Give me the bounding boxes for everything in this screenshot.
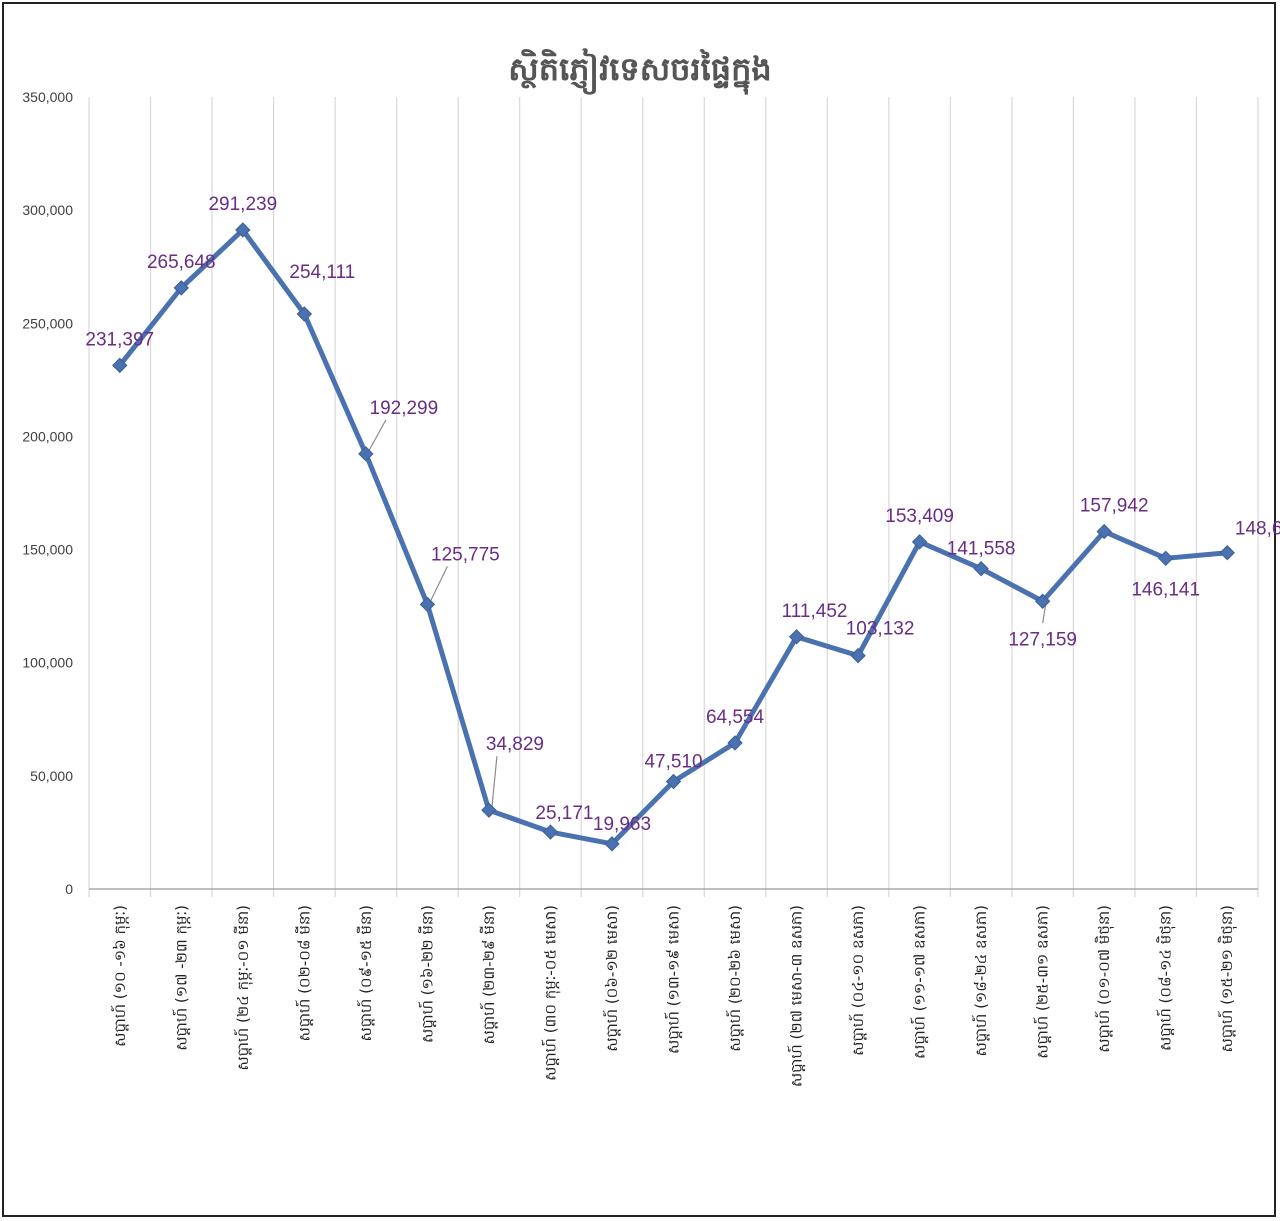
y-tick-label: 250,000 — [22, 315, 73, 331]
data-point — [419, 596, 436, 613]
x-tick-label: សប្ដាហ៍ (២៧ មេសា-៣ ឧសភា) — [787, 905, 806, 1087]
x-tick-label: សប្ដាហ៍ (២៤ កុម្ភៈ-០១ មីនា) — [233, 905, 253, 1071]
data-label: 192,299 — [370, 398, 439, 419]
data-label: 64,554 — [706, 707, 765, 728]
data-point — [112, 357, 128, 374]
x-tick-label: សប្ដាហ៍ (១៥-២១ មិថុនា) — [1217, 905, 1237, 1053]
data-label: 157,942 — [1080, 496, 1149, 517]
data-point — [973, 560, 989, 577]
x-tick-label: សប្ដាហ៍ (២៥-៣១ ឧសភា) — [1033, 905, 1052, 1059]
y-tick-label: 200,000 — [22, 428, 73, 444]
chart-title: ស្ថិតិភ្ញៀវទេសចរផ្ទៃក្នុង — [508, 48, 771, 95]
x-axis-ticks: សប្ដាហ៍ (១០ -១៦ កុម្ភៈ) សប្ដាហ៍ (១៧ -២៣ ក… — [110, 905, 1237, 1087]
data-point — [173, 280, 189, 296]
x-tick-label: សប្ដាហ៍ (០១-០៧ មិថុនា) — [1094, 905, 1114, 1053]
data-label: 127,159 — [1008, 629, 1077, 650]
data-label: 254,111 — [289, 262, 355, 283]
data-label: 265,648 — [147, 252, 216, 273]
data-label: 47,510 — [644, 751, 702, 772]
data-label: 125,775 — [431, 544, 500, 565]
data-point — [850, 647, 866, 664]
data-point — [1219, 545, 1235, 561]
data-label: 291,239 — [208, 194, 277, 215]
x-tick-label: សប្ដាហ៍ (០២-០៨ មីនា) — [294, 905, 313, 1042]
data-label: 111,452 — [782, 601, 848, 622]
data-point — [235, 222, 251, 238]
data-point — [296, 306, 313, 322]
y-tick-label: 300,000 — [22, 202, 73, 218]
data-point — [481, 802, 497, 818]
x-tick-label: សប្ដាហ៍ (១៣-១៩ មេសា) — [664, 905, 683, 1054]
label-leader-line — [429, 566, 448, 602]
data-label: 146,141 — [1131, 579, 1200, 600]
data-point — [1158, 550, 1174, 567]
data-point — [1034, 593, 1051, 609]
x-tick-label: សប្ដាហ៍ (២០-២៦ មេសា) — [725, 905, 744, 1052]
data-label-leaders — [368, 419, 1047, 808]
x-tick-label: សប្ដាហ៍ (៣០ កុម្ភៈ-០៥ មេសា) — [540, 905, 560, 1081]
y-axis-ticks: 0 50,000 100,000 150,000 200,000 250,000 300,0… — [22, 89, 73, 897]
label-leader-line — [491, 756, 498, 808]
data-label: 103,132 — [846, 619, 915, 640]
x-tick-label: សប្ដាហ៍ (០៩-១៥ មីនា) — [356, 905, 375, 1042]
label-leader-line — [368, 419, 387, 452]
y-tick-label: 350,000 — [22, 89, 73, 105]
x-tick-label: សប្ដាហ៍ (១៧ -២៣ កុម្ភៈ) — [171, 905, 191, 1051]
data-point — [665, 773, 682, 790]
data-label: 19,963 — [593, 814, 651, 835]
label-leader-line — [1042, 604, 1047, 624]
x-tick-label: សប្ដាហ៍ (០៤-១០ ឧសភា) — [848, 905, 867, 1056]
y-tick-label: 50,000 — [30, 768, 73, 784]
x-tick-label: សប្ដាហ៍ (១០ -១៦ កុម្ភៈ) — [110, 905, 130, 1047]
data-label: 231,397 — [85, 329, 154, 350]
x-tick-label: សប្ដាហ៍ (១៦-២២ មីនា) — [417, 905, 436, 1043]
data-label: 141,558 — [947, 539, 1016, 560]
x-tick-label: សប្ដាហ៍ (២៣-២៩ មីនា) — [479, 905, 498, 1044]
y-tick-label: 150,000 — [22, 542, 73, 558]
vertical-gridlines — [88, 97, 1259, 897]
data-point — [542, 824, 559, 840]
data-label: 25,171 — [535, 803, 593, 824]
data-point — [727, 735, 743, 751]
series-markers — [112, 222, 1235, 852]
data-point — [911, 534, 928, 550]
x-tick-label: សប្ដាហ៍ (០៨-១៤ មិថុនា) — [1156, 905, 1176, 1051]
data-label: 34,829 — [486, 734, 544, 755]
data-point — [1096, 523, 1112, 540]
x-tick-label: សប្ដាហ៍ (១៨-២៤ ឧសភា) — [971, 905, 990, 1057]
data-label: 148,609 — [1235, 519, 1280, 540]
data-labels: 231,397 265,648 291,239 254,111 192,299 125,7… — [85, 194, 1280, 835]
data-point — [358, 446, 374, 462]
data-point — [604, 836, 620, 852]
y-tick-label: 0 — [65, 881, 73, 897]
y-tick-label: 100,000 — [22, 655, 73, 671]
data-point — [788, 629, 805, 645]
data-label: 153,409 — [885, 506, 954, 527]
x-tick-label: សប្ដាហ៍ (០៦-១២ មេសា) — [602, 905, 621, 1052]
x-tick-label: សប្ដាហ៍ (១១-១៧ ឧសភា) — [910, 905, 929, 1059]
